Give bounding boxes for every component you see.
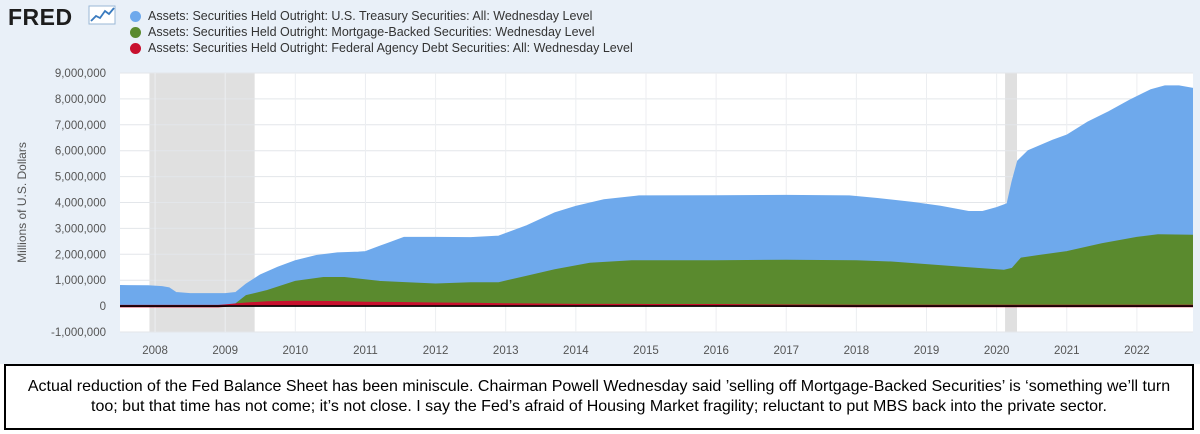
fred-logo[interactable]: FRED <box>8 4 73 30</box>
y-tick-label: 3,000,000 <box>55 223 106 235</box>
y-tick-label: 0 <box>100 301 106 313</box>
series-line-2 <box>120 234 1194 307</box>
series-area-2 <box>120 234 1193 307</box>
x-tick-label: 2014 <box>563 345 589 357</box>
y-tick-label: 8,000,000 <box>55 94 106 106</box>
y-tick-label: -1,000,000 <box>51 327 106 339</box>
legend-entry[interactable]: Assets: Securities Held Outright: U.S. T… <box>130 8 633 24</box>
legend-dot-icon <box>130 10 141 22</box>
legend-label: Assets: Securities Held Outright: Mortga… <box>148 25 595 39</box>
x-tick-label: 2019 <box>914 345 940 357</box>
series-line-1 <box>119 85 1194 295</box>
legend-label: Assets: Securities Held Outright: Federa… <box>148 41 633 55</box>
x-tick-label: 2010 <box>283 345 309 357</box>
x-tick-label: 2015 <box>633 345 659 357</box>
y-tick-label: 1,000,000 <box>55 275 106 287</box>
y-tick-label: 2,000,000 <box>55 249 106 261</box>
x-tick-label: 2021 <box>1054 345 1080 357</box>
caption-text: Actual reduction of the Fed Balance Shee… <box>27 378 1171 415</box>
y-tick-label: 4,000,000 <box>55 198 106 210</box>
caption-box: Actual reduction of the Fed Balance Shee… <box>4 364 1194 430</box>
series-area-3 <box>120 302 1193 307</box>
x-tick-label: 2011 <box>353 345 378 357</box>
x-tick-label: 2016 <box>703 345 729 357</box>
legend-dot-icon <box>130 26 141 38</box>
fred-chart-line-icon <box>88 5 116 25</box>
x-tick-label: 2017 <box>773 345 799 357</box>
x-tick-label: 2013 <box>493 345 519 357</box>
x-tick-label: 2022 <box>1124 345 1150 357</box>
y-axis-label: Millions of U.S. Dollars <box>15 142 29 263</box>
chart-legend: Assets: Securities Held Outright: U.S. T… <box>130 8 633 56</box>
x-tick-label: 2020 <box>984 345 1010 357</box>
x-tick-label: 2018 <box>844 345 870 357</box>
legend-dot-icon <box>130 42 141 54</box>
y-tick-label: 5,000,000 <box>55 172 106 184</box>
legend-entry[interactable]: Assets: Securities Held Outright: Mortga… <box>130 24 633 40</box>
y-tick-label: 6,000,000 <box>55 146 106 158</box>
x-tick-label: 2009 <box>212 345 238 357</box>
y-tick-label: 9,000,000 <box>55 68 106 80</box>
y-tick-label: 7,000,000 <box>55 120 106 132</box>
plot-area: 9,000,000 8,000,000 7,000,000 6,000,000 5,00… <box>15 68 1194 357</box>
x-tick-label: 2012 <box>423 345 449 357</box>
legend-entry[interactable]: Assets: Securities Held Outright: Federa… <box>130 40 633 56</box>
legend-label: Assets: Securities Held Outright: U.S. T… <box>148 9 593 23</box>
x-tick-label: 2008 <box>142 345 168 357</box>
